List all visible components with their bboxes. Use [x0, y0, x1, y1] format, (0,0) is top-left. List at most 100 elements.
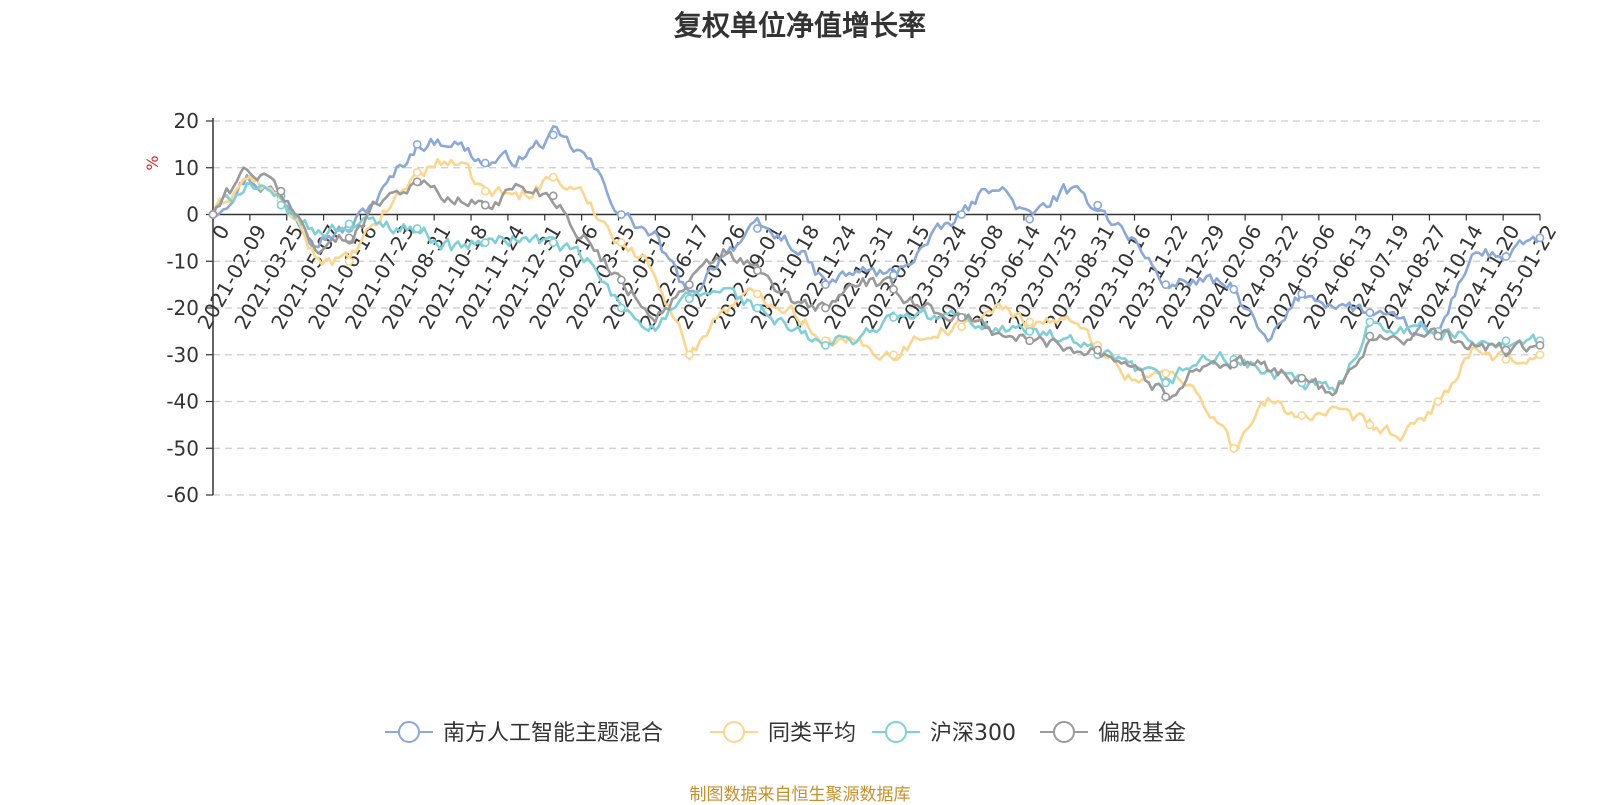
data-point: [1229, 284, 1239, 294]
data-point: [412, 177, 422, 187]
data-point: [480, 200, 490, 210]
data-point: [1501, 252, 1511, 261]
data-point: [1297, 289, 1307, 299]
legend-label: 偏股基金: [1098, 721, 1186, 746]
data-point: [616, 275, 626, 285]
data-point: [480, 158, 490, 168]
legend-label: 同类平均: [768, 721, 856, 746]
chart-title: 复权单位净值增长率: [673, 9, 926, 42]
data-point: [1093, 200, 1103, 210]
series-2: [208, 157, 1545, 453]
data-point: [753, 266, 762, 275]
legend-label: 南方人工智能主题混合: [443, 721, 663, 746]
data-point: [684, 280, 694, 290]
legend-item-2[interactable]: 同类平均: [710, 721, 856, 746]
data-point: [1161, 392, 1171, 402]
data-point: [1229, 443, 1239, 453]
data-point: [344, 233, 354, 243]
legend-marker: [885, 721, 907, 743]
legend-marker: [1053, 721, 1075, 743]
data-point: [1501, 336, 1511, 346]
data-point: [548, 191, 558, 201]
data-point: [1433, 397, 1443, 406]
data-point: [821, 280, 830, 290]
data-point: [480, 186, 490, 196]
data-point: [1093, 345, 1103, 355]
y-tick-label: 20: [174, 109, 199, 133]
data-point: [957, 322, 966, 332]
data-point: [344, 219, 354, 229]
data-point: [1535, 350, 1545, 360]
series-lines: [208, 125, 1545, 453]
data-point: [957, 312, 966, 322]
data-point: [548, 172, 558, 182]
source-note: 制图数据来自恒生聚源数据库: [689, 785, 911, 805]
legend-marker: [723, 721, 745, 743]
data-point: [1025, 336, 1035, 346]
legend-item-3[interactable]: 沪深300: [872, 721, 1016, 746]
legend-label: 沪深300: [930, 721, 1016, 746]
data-point: [957, 210, 966, 219]
data-point: [1297, 411, 1307, 420]
y-tick-label: -20: [166, 296, 199, 320]
y-tick-label: -60: [166, 483, 199, 507]
legend[interactable]: 南方人工智能主题混合 同类平均 沪深300 偏股基金: [385, 721, 1186, 746]
data-point: [753, 289, 762, 299]
data-point: [684, 294, 694, 304]
data-point: [821, 303, 830, 313]
series-line: [212, 125, 1542, 343]
data-point: [276, 200, 286, 210]
data-point: [616, 210, 626, 219]
data-point: [1365, 420, 1375, 430]
legend-item-1[interactable]: 南方人工智能主题混合: [385, 721, 663, 746]
data-point: [1161, 369, 1171, 378]
data-point: [1025, 317, 1035, 327]
data-point: [412, 139, 422, 149]
data-point: [684, 350, 694, 360]
y-tick-label: -10: [166, 249, 199, 273]
y-tick-label: -50: [166, 436, 199, 460]
data-point: [480, 238, 490, 247]
data-point: [1501, 345, 1511, 355]
y-tick-label: -30: [166, 343, 199, 367]
data-point: [1025, 214, 1035, 224]
data-point: [821, 340, 830, 350]
data-point: [753, 303, 762, 313]
y-tick-label: 10: [174, 156, 199, 180]
legend-marker: [398, 721, 420, 743]
data-point: [1433, 331, 1443, 341]
y-tick-label: 0: [186, 203, 199, 227]
axes: 20100-10-20-30-40-50-60%02021-02-092021-…: [143, 109, 1561, 507]
data-point: [889, 312, 898, 322]
data-point: [1161, 280, 1171, 290]
data-point: [1025, 326, 1035, 336]
data-point: [548, 130, 558, 140]
data-point: [616, 238, 626, 247]
data-point: [753, 224, 762, 233]
data-point: [548, 238, 558, 247]
data-point: [889, 350, 898, 360]
data-point: [344, 256, 354, 266]
data-point: [1229, 359, 1239, 369]
x-tick-label: 0: [207, 221, 234, 244]
data-point: [889, 284, 898, 294]
legend-item-4[interactable]: 偏股基金: [1040, 721, 1186, 746]
data-point: [412, 168, 422, 177]
data-point: [1297, 373, 1307, 383]
data-point: [616, 303, 626, 313]
data-point: [412, 224, 422, 233]
data-point: [1365, 308, 1375, 318]
series-4: [208, 166, 1545, 402]
y-tick-label: -40: [166, 390, 199, 414]
y-axis-label: %: [143, 155, 162, 170]
series-line: [211, 157, 1541, 453]
data-point: [208, 210, 218, 219]
series-line: [211, 166, 1541, 401]
data-point: [1535, 340, 1545, 350]
data-point: [1535, 233, 1545, 243]
series-line: [211, 182, 1541, 394]
data-point: [1365, 331, 1375, 341]
data-point: [1365, 317, 1375, 327]
data-point: [276, 186, 286, 196]
